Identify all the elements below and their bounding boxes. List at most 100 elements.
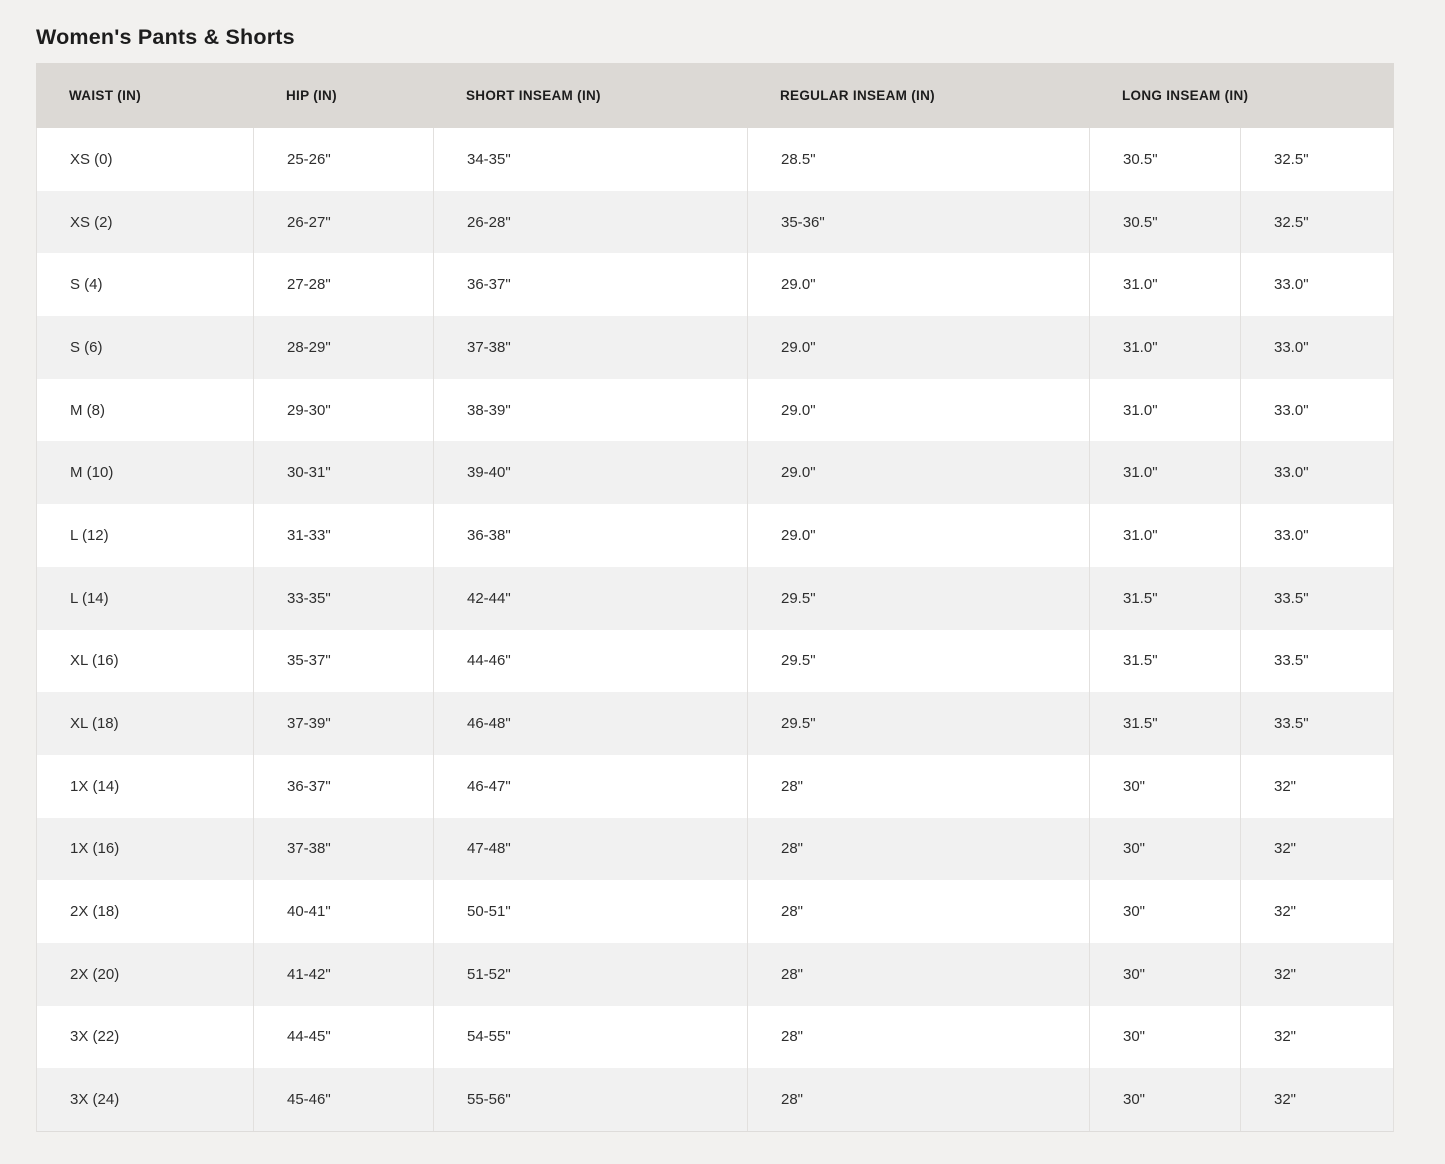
table-cell: M (8)	[70, 401, 105, 419]
table-cell: S (4)	[70, 276, 103, 294]
header-cell-long-inseam: LONG INSEAM (IN)	[1122, 88, 1249, 103]
table-cell: 33.0"	[1240, 441, 1394, 505]
table-cell: 46-48"	[433, 692, 747, 755]
table-cell: 29.0"	[747, 378, 1089, 442]
table-row: 2X (20) 41-42" 51-52" 28" 30" 32"	[37, 942, 1394, 1006]
table-cell: 30.5"	[1089, 190, 1240, 254]
table-cell: 47-48"	[433, 817, 747, 881]
header-cell-waist: WAIST (IN)	[69, 88, 141, 103]
table-cell: 28"	[747, 1068, 1089, 1131]
table-cell: XS (2)	[70, 213, 113, 231]
table-cell: 31.5"	[1089, 629, 1240, 693]
table-cell: 25-26"	[253, 128, 433, 191]
table-cell: 2X (18)	[70, 903, 120, 921]
table-row: S (6) 28-29" 37-38" 29.0" 31.0" 33.0"	[37, 316, 1393, 379]
table-cell: 38-39"	[433, 378, 747, 442]
table-cell: 33-35"	[253, 566, 433, 630]
table-cell: 34-35"	[433, 128, 747, 191]
table-cell: 36-37"	[253, 754, 433, 818]
table-cell: XS (0)	[70, 150, 113, 168]
header-cell-short-inseam: SHORT INSEAM (IN)	[466, 88, 601, 103]
table-cell: 40-41"	[253, 880, 433, 943]
table-cell: 31.5"	[1089, 692, 1240, 755]
size-guide-page: Women's Pants & Shorts WAIST (IN) HIP (I…	[36, 25, 1394, 1132]
table-cell: 32"	[1240, 942, 1394, 1006]
table-cell: S (6)	[70, 338, 103, 356]
table-cell: 30"	[1089, 942, 1240, 1006]
table-cell: 3X (22)	[70, 1028, 120, 1046]
table-cell: 30"	[1089, 1068, 1240, 1131]
table-row: XS (2) 26-27" 26-28" 35-36" 30.5" 32.5"	[37, 190, 1394, 254]
table-cell: 28"	[747, 880, 1089, 943]
table-cell: 55-56"	[433, 1068, 747, 1131]
table-cell: 37-39"	[253, 692, 433, 755]
table-cell: 32.5"	[1240, 190, 1394, 254]
table-cell: 30"	[1089, 817, 1240, 881]
table-cell: 29.0"	[747, 504, 1089, 567]
table-cell: XL (16)	[70, 652, 119, 670]
table-cell: M (10)	[70, 464, 114, 482]
table-cell: 32"	[1240, 880, 1394, 943]
table-cell: 33.0"	[1240, 378, 1394, 442]
table-cell: 36-38"	[433, 504, 747, 567]
table-cell: 31.0"	[1089, 378, 1240, 442]
table-cell: 2X (20)	[70, 965, 120, 983]
table-row: 3X (22) 44-45" 54-55" 28" 30" 32"	[37, 1005, 1394, 1069]
table-cell: 32"	[1240, 817, 1394, 881]
table-row: 1X (14) 36-37" 46-47" 28" 30" 32"	[37, 754, 1393, 818]
table-row: XL (16) 35-37" 44-46" 29.5" 31.5" 33.5"	[37, 629, 1394, 693]
table-cell: 44-46"	[433, 629, 747, 693]
header-cell-hip: HIP (IN)	[286, 88, 337, 103]
table-cell: 30"	[1089, 754, 1240, 818]
table-cell: XL (18)	[70, 715, 119, 733]
table-cell: L (14)	[70, 589, 109, 607]
table-cell: 54-55"	[433, 1005, 747, 1069]
table-cell: 3X (24)	[70, 1091, 120, 1109]
table-cell: 50-51"	[433, 880, 747, 943]
table-cell: 30-31"	[253, 441, 433, 505]
table-cell: 36-37"	[433, 253, 747, 317]
table-cell: 33.5"	[1240, 692, 1394, 755]
table-row: L (14) 33-35" 42-44" 29.5" 31.5" 33.5"	[37, 566, 1393, 630]
table-cell: 33.5"	[1240, 629, 1394, 693]
table-cell: 30"	[1089, 880, 1240, 943]
page-title: Women's Pants & Shorts	[36, 25, 295, 49]
table-cell: 31.0"	[1089, 504, 1240, 567]
header-cell-regular-inseam: REGULAR INSEAM (IN)	[780, 88, 935, 103]
table-row: XS (0) 25-26" 34-35" 28.5" 30.5" 32.5"	[37, 128, 1393, 191]
table-cell: 30.5"	[1089, 128, 1240, 191]
table-cell: 30"	[1089, 1005, 1240, 1069]
table-cell: 41-42"	[253, 942, 433, 1006]
table-header-row: WAIST (IN) HIP (IN) SHORT INSEAM (IN) RE…	[36, 63, 1394, 128]
table-body: XS (0) 25-26" 34-35" 28.5" 30.5" 32.5" XS (2) 2…	[36, 128, 1394, 1132]
table-cell: 29.5"	[747, 566, 1089, 630]
table-cell: 28"	[747, 754, 1089, 818]
table-row: L (12) 31-33" 36-38" 29.0" 31.0" 33.0"	[37, 504, 1393, 567]
table-cell: 29.5"	[747, 629, 1089, 693]
table-row: 2X (18) 40-41" 50-51" 28" 30" 32"	[37, 880, 1393, 943]
table-row: XL (18) 37-39" 46-48" 29.5" 31.5" 33.5"	[37, 692, 1393, 755]
table-cell: 37-38"	[253, 817, 433, 881]
table-row: 1X (16) 37-38" 47-48" 28" 30" 32"	[37, 817, 1394, 881]
table-row: M (8) 29-30" 38-39" 29.0" 31.0" 33.0"	[37, 378, 1394, 442]
table-cell: 1X (14)	[70, 777, 120, 795]
table-cell: 32.5"	[1240, 128, 1394, 191]
table-row: 3X (24) 45-46" 55-56" 28" 30" 32"	[37, 1068, 1393, 1131]
table-cell: 37-38"	[433, 316, 747, 379]
table-cell: 29.0"	[747, 441, 1089, 505]
table-cell: 28.5"	[747, 128, 1089, 191]
table-row: S (4) 27-28" 36-37" 29.0" 31.0" 33.0"	[37, 253, 1394, 317]
table-cell: 28"	[747, 1005, 1089, 1069]
table-cell: 33.0"	[1240, 253, 1394, 317]
table-cell: 31-33"	[253, 504, 433, 567]
table-cell: 27-28"	[253, 253, 433, 317]
table-cell: 32"	[1240, 1005, 1394, 1069]
table-cell: 32"	[1240, 1068, 1394, 1131]
table-cell: 29-30"	[253, 378, 433, 442]
table-cell: 29.0"	[747, 253, 1089, 317]
table-cell: 29.5"	[747, 692, 1089, 755]
size-chart-table: WAIST (IN) HIP (IN) SHORT INSEAM (IN) RE…	[36, 63, 1394, 1132]
table-cell: 35-37"	[253, 629, 433, 693]
table-cell: 35-36"	[747, 190, 1089, 254]
table-cell: 26-28"	[433, 190, 747, 254]
